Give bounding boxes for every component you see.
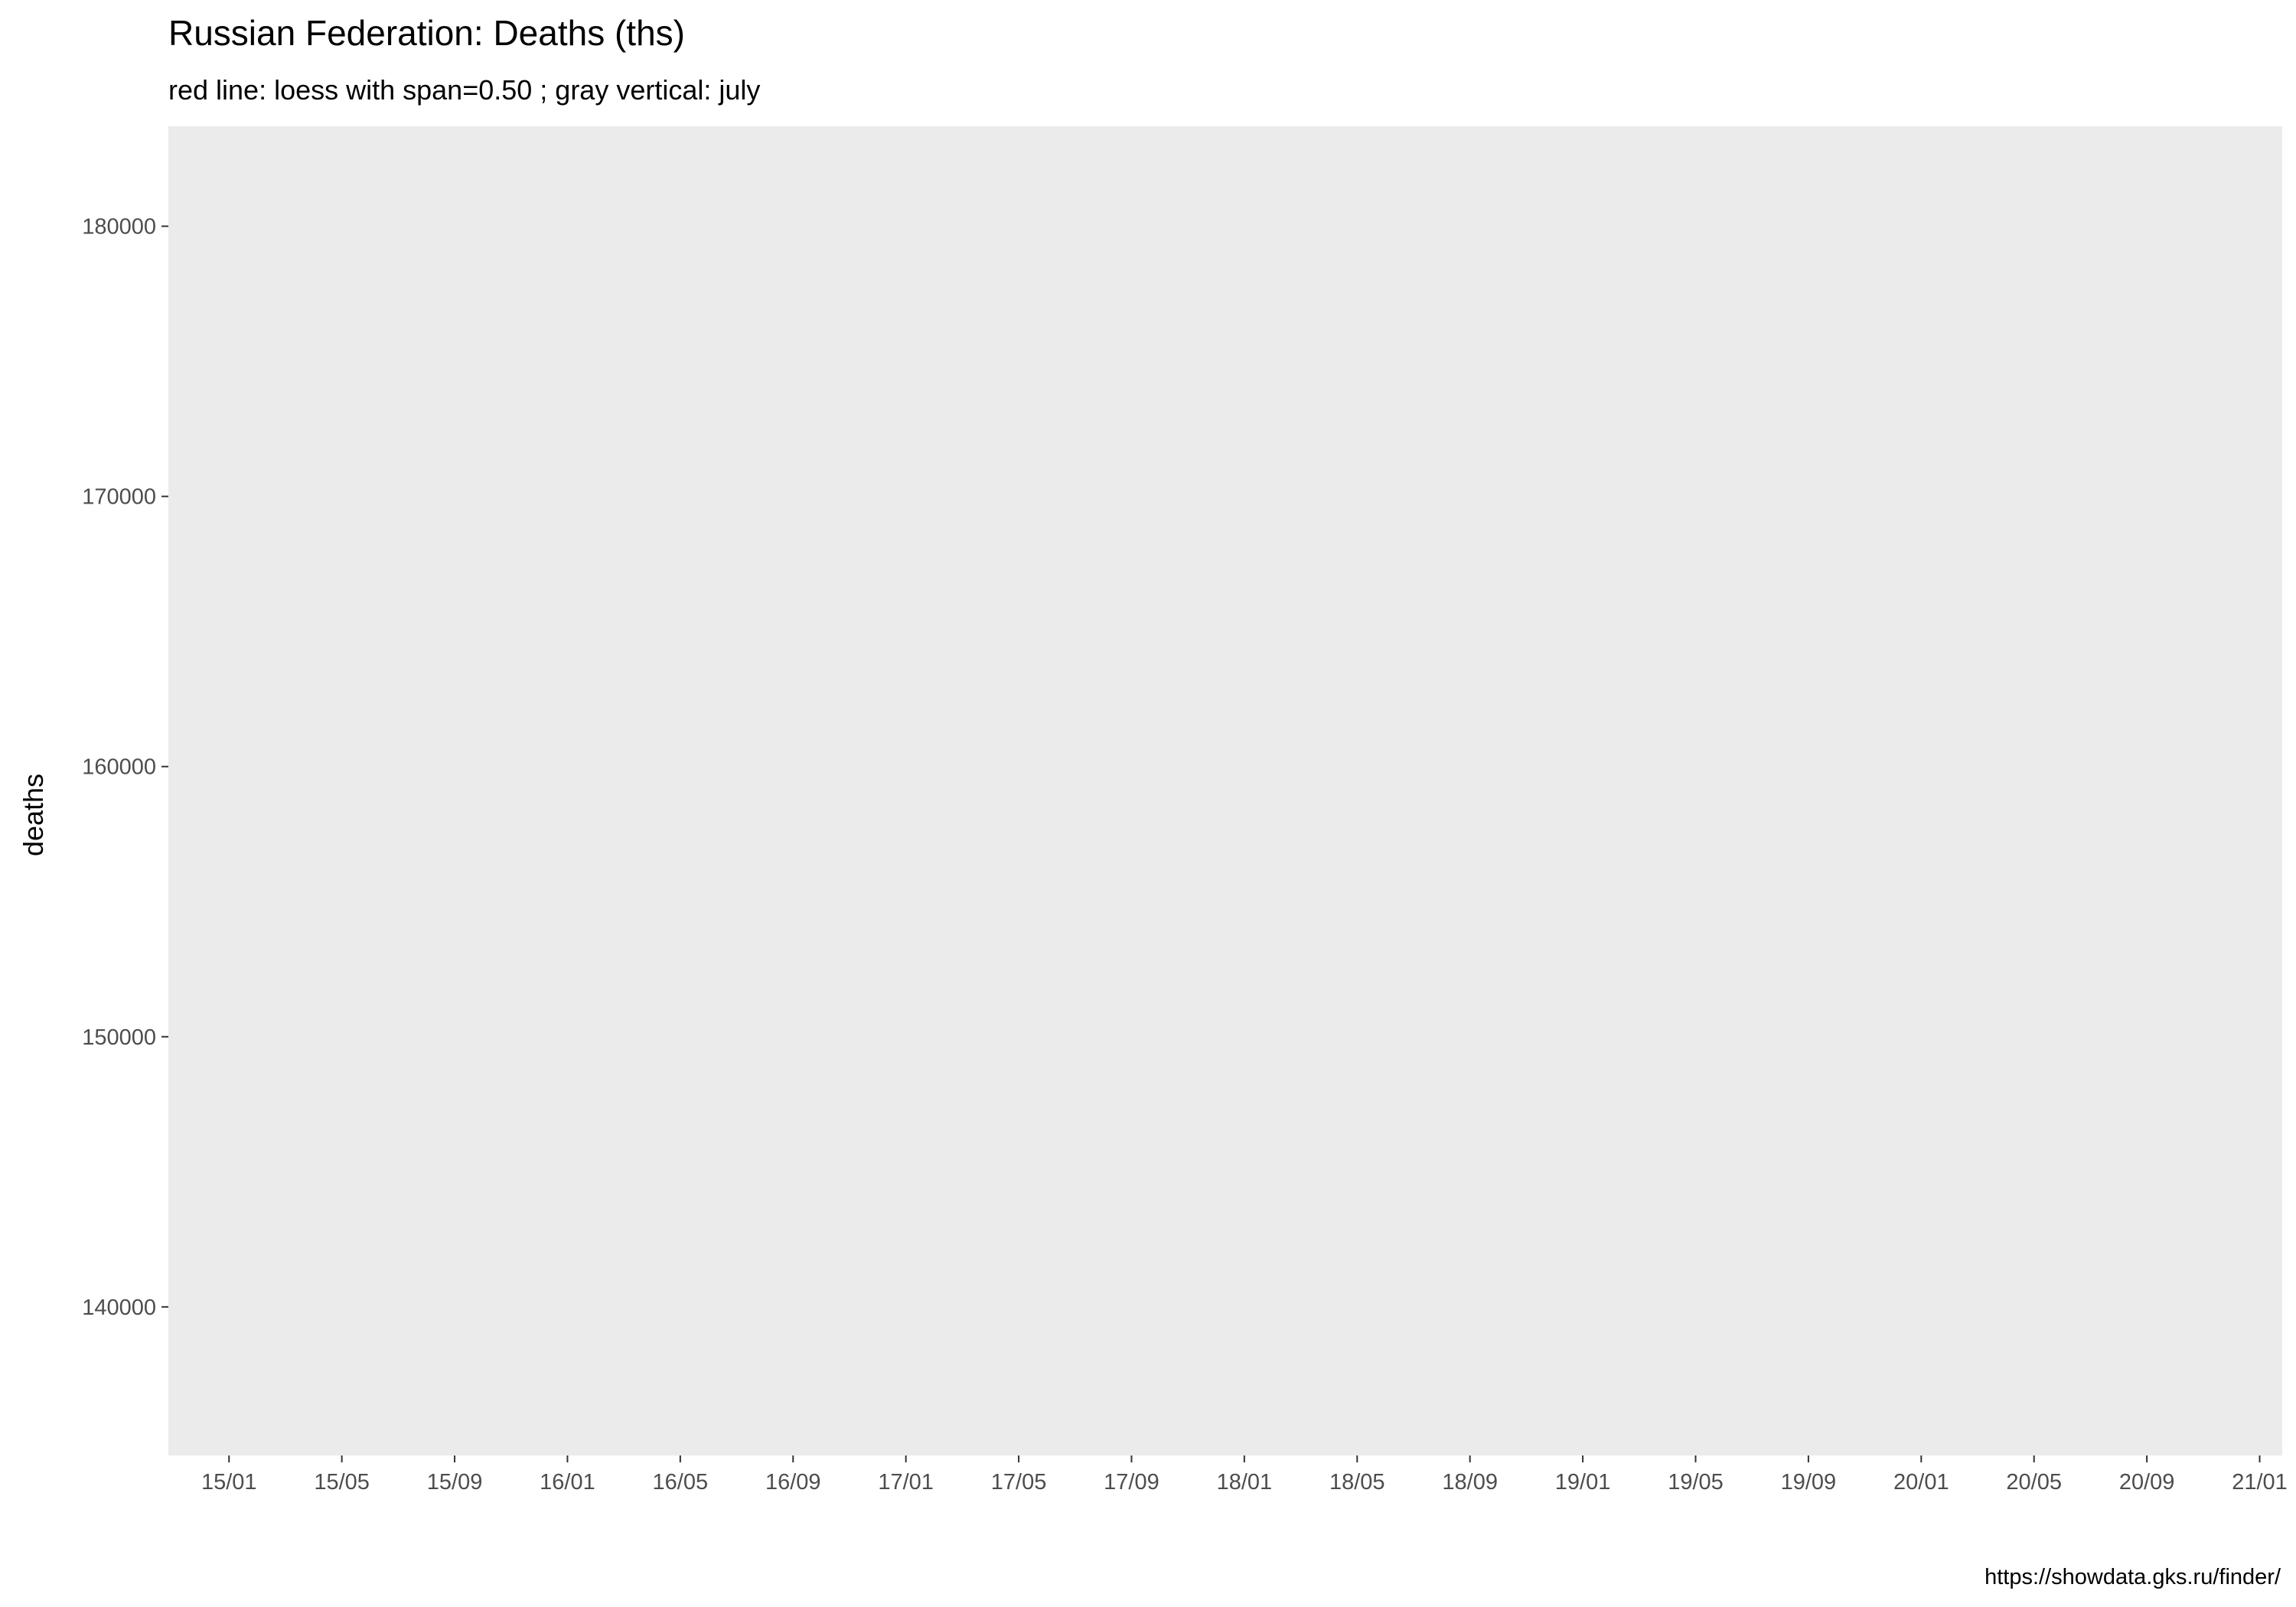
x-tick-label: 20/01 [1893,1470,1949,1495]
y-tick-label: 150000 [82,1025,156,1050]
chart-subtitle: red line: loess with span=0.50 ; gray ve… [168,74,760,106]
x-tick-label: 18/09 [1442,1470,1498,1495]
chart-caption: https://showdata.gks.ru/finder/ [1985,1565,2281,1589]
y-axis-label: deaths [18,774,49,856]
x-tick-label: 18/01 [1217,1470,1273,1495]
x-tick-label: 19/09 [1781,1470,1837,1495]
x-tick-label: 19/05 [1668,1470,1724,1495]
x-tick-label: 17/05 [991,1470,1047,1495]
y-tick-label: 160000 [82,755,156,780]
x-tick-label: 15/01 [201,1470,257,1495]
x-axis-ticks: 15/01 15/05 15/09 16/01 16/05 16/09 17/01 17/05… [201,1455,2288,1495]
x-tick-label: 17/09 [1104,1470,1159,1495]
x-tick-label: 16/09 [765,1470,821,1495]
x-tick-label: 18/05 [1329,1470,1385,1495]
y-tick-label: 180000 [82,215,156,240]
chart-title: Russian Federation: Deaths (ths) [168,13,685,53]
y-axis-ticks: 140000 150000 160000 170000 180000 [82,215,168,1320]
x-tick-label: 20/05 [2006,1470,2062,1495]
x-tick-label: 16/05 [653,1470,709,1495]
x-tick-label: 17/01 [878,1470,934,1495]
x-tick-label: 15/09 [427,1470,483,1495]
x-tick-label: 19/01 [1555,1470,1611,1495]
y-tick-label: 170000 [82,485,156,510]
x-tick-label: 21/01 [2232,1470,2288,1495]
x-tick-label: 16/01 [540,1470,595,1495]
x-tick-label: 15/05 [314,1470,370,1495]
y-tick-label: 140000 [82,1296,156,1320]
x-tick-label: 20/09 [2119,1470,2175,1495]
